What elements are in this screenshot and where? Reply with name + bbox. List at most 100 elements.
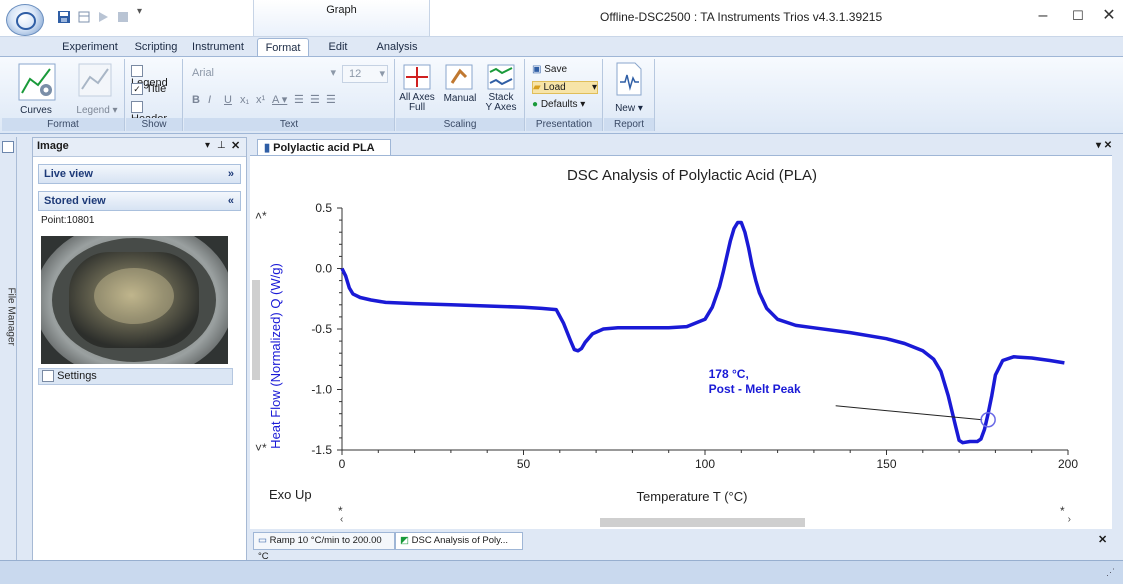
tab-edit[interactable]: Edit <box>328 41 348 53</box>
scroll-left-icon[interactable]: ‹ <box>340 514 344 525</box>
pin-icon[interactable] <box>2 141 14 153</box>
scroll-right-icon[interactable]: › <box>1067 514 1071 525</box>
minimize-button[interactable]: – <box>1038 7 1048 24</box>
superscript-icon[interactable]: x¹ <box>256 94 266 106</box>
collapse-icon[interactable]: « <box>227 195 234 207</box>
tab-format[interactable]: Format <box>257 38 309 57</box>
layout-icon[interactable] <box>77 10 91 24</box>
status-bar: ⋰ <box>0 560 1123 584</box>
panel-dropdown-icon[interactable]: ▾ <box>205 140 211 151</box>
panel-close-icon[interactable]: ✕ <box>231 140 241 152</box>
all-axes-full-icon[interactable] <box>402 63 432 91</box>
ribbon: Curves Legend ▾ Format Legend ✓ Title He… <box>0 56 1123 134</box>
font-color-icon[interactable]: A ▾ <box>272 94 288 106</box>
document-menu-icon[interactable]: ▾ ✕ <box>1096 140 1113 151</box>
align-left-icon[interactable]: ☰ <box>294 94 304 106</box>
save-icon[interactable] <box>57 10 71 24</box>
stack-y-axes-button[interactable]: Stack Y Axes <box>480 93 522 113</box>
y-axis-max-handle[interactable]: ˄* <box>255 209 267 223</box>
heat-flow-curve[interactable] <box>340 220 1065 445</box>
file-manager-tab[interactable]: File Manager <box>5 287 17 346</box>
settings-checkbox[interactable] <box>42 370 54 383</box>
dsc-chart[interactable]: DSC Analysis of Polylactic Acid (PLA) 0 5… <box>250 156 1112 528</box>
x-axis-max-handle[interactable]: * <box>1060 504 1065 518</box>
text-group-label: Text <box>184 118 394 131</box>
curves-button[interactable]: Curves <box>20 105 52 116</box>
load-presentation-button[interactable]: ▰ Load ▾ <box>532 81 598 94</box>
x-tick-label: 150 <box>876 457 896 471</box>
tab-analysis[interactable]: Analysis <box>376 41 418 53</box>
stack-y-axes-icon[interactable] <box>486 63 516 91</box>
bottom-close-icon[interactable]: ✕ <box>1098 534 1108 546</box>
font-size-value: 12 <box>349 68 362 80</box>
font-dropdown-icon[interactable]: ▾ <box>330 67 336 79</box>
horizontal-scrollbar[interactable]: ‹ › <box>338 514 1073 528</box>
bottom-tabs: ▭ Ramp 10 °C/min to 200.00 °C ◩ DSC Anal… <box>250 530 1112 562</box>
quick-access-dropdown-icon[interactable]: ▾ <box>137 6 143 17</box>
horizontal-scroll-thumb[interactable] <box>600 518 805 527</box>
font-size-select[interactable]: 12 ▾ <box>342 65 388 83</box>
show-title-option[interactable]: ✓ Title <box>131 83 167 96</box>
close-button[interactable]: ✕ <box>1102 7 1116 24</box>
manual-scaling-icon[interactable] <box>444 63 474 91</box>
show-title-checkbox[interactable]: ✓ <box>131 83 143 96</box>
application-menu-button[interactable] <box>6 4 44 36</box>
align-center-icon[interactable]: ☰ <box>310 94 320 106</box>
tab-experiment[interactable]: Experiment <box>62 41 118 53</box>
italic-icon[interactable]: I <box>208 94 212 106</box>
chart-annotation[interactable]: 178 °C, Post - Melt Peak <box>709 367 996 428</box>
procedure-tab-label: Ramp 10 °C/min to 200.00 °C <box>258 535 382 562</box>
load-dropdown-icon[interactable]: ▾ <box>591 82 597 93</box>
expand-icon[interactable]: » <box>227 168 234 180</box>
tab-scripting[interactable]: Scripting <box>134 41 178 53</box>
file-manager-strip[interactable]: File Manager <box>0 137 17 560</box>
graph-tab[interactable]: ◩ DSC Analysis of Poly... <box>395 532 523 550</box>
x-axis-min-handle[interactable]: * <box>338 504 343 518</box>
chart-axes <box>341 208 1068 451</box>
show-header-checkbox[interactable] <box>131 101 143 114</box>
font-family-select[interactable]: Arial ▾ <box>192 65 338 81</box>
all-axes-full-button[interactable]: All Axes Full <box>396 93 438 113</box>
vertical-scroll-thumb[interactable] <box>252 280 260 380</box>
underline-icon[interactable]: U <box>224 94 232 106</box>
show-legend-option[interactable]: Legend <box>131 65 182 89</box>
new-report-button[interactable]: New ▾ <box>615 103 643 114</box>
live-view-section[interactable]: Live view » <box>38 164 241 184</box>
subscript-icon[interactable]: x₁ <box>240 94 250 106</box>
panel-pin-icon[interactable]: ⊥ <box>217 140 226 151</box>
bold-icon[interactable]: B <box>192 94 200 106</box>
settings-row[interactable]: Settings <box>38 368 233 385</box>
stored-view-section[interactable]: Stored view « <box>38 191 241 211</box>
graph-doc-icon: ▮ <box>264 142 271 154</box>
maximize-button[interactable]: ☐ <box>1072 8 1084 23</box>
legend-button[interactable]: Legend ▾ <box>76 105 118 116</box>
report-icon[interactable] <box>614 62 644 96</box>
show-legend-checkbox[interactable] <box>131 65 143 78</box>
procedure-tab[interactable]: ▭ Ramp 10 °C/min to 200.00 °C <box>253 532 395 562</box>
graph-tab-label: DSC Analysis of Poly... <box>411 535 509 546</box>
exo-up-label: Exo Up <box>269 487 312 502</box>
tab-instrument[interactable]: Instrument <box>192 41 244 53</box>
document-tab[interactable]: ▮ Polylactic acid PLA <box>257 139 391 157</box>
stack-label: Stack <box>488 92 514 103</box>
defaults-button[interactable]: ● Defaults ▾ <box>532 99 586 110</box>
align-right-icon[interactable]: ☰ <box>326 94 336 106</box>
resize-grip-icon[interactable]: ⋰ <box>1106 567 1115 577</box>
curves-icon[interactable] <box>18 63 56 101</box>
show-title-label: Title <box>145 83 167 95</box>
image-panel-title: Image <box>37 140 69 152</box>
legend-icon[interactable] <box>78 63 112 97</box>
stop-icon[interactable] <box>116 10 130 24</box>
y-axis-min-handle[interactable]: ˅* <box>255 441 267 455</box>
vertical-scrollbar[interactable] <box>250 210 262 450</box>
y-tick-label: 0.5 <box>315 201 332 215</box>
size-dropdown-icon[interactable]: ▾ <box>379 68 385 80</box>
save-presentation-button[interactable]: ▣ Save <box>532 64 567 75</box>
annotation-line-2: Post - Melt Peak <box>709 382 801 396</box>
title-bar: ▾ Graph Offline-DSC2500 : TA Instruments… <box>0 0 1123 37</box>
x-axis-label: Temperature T (°C) <box>637 489 748 504</box>
folder-icon: ▰ <box>533 82 541 93</box>
annotation-marker[interactable] <box>980 412 996 428</box>
run-icon[interactable] <box>96 10 110 24</box>
manual-button[interactable]: Manual <box>443 93 477 104</box>
